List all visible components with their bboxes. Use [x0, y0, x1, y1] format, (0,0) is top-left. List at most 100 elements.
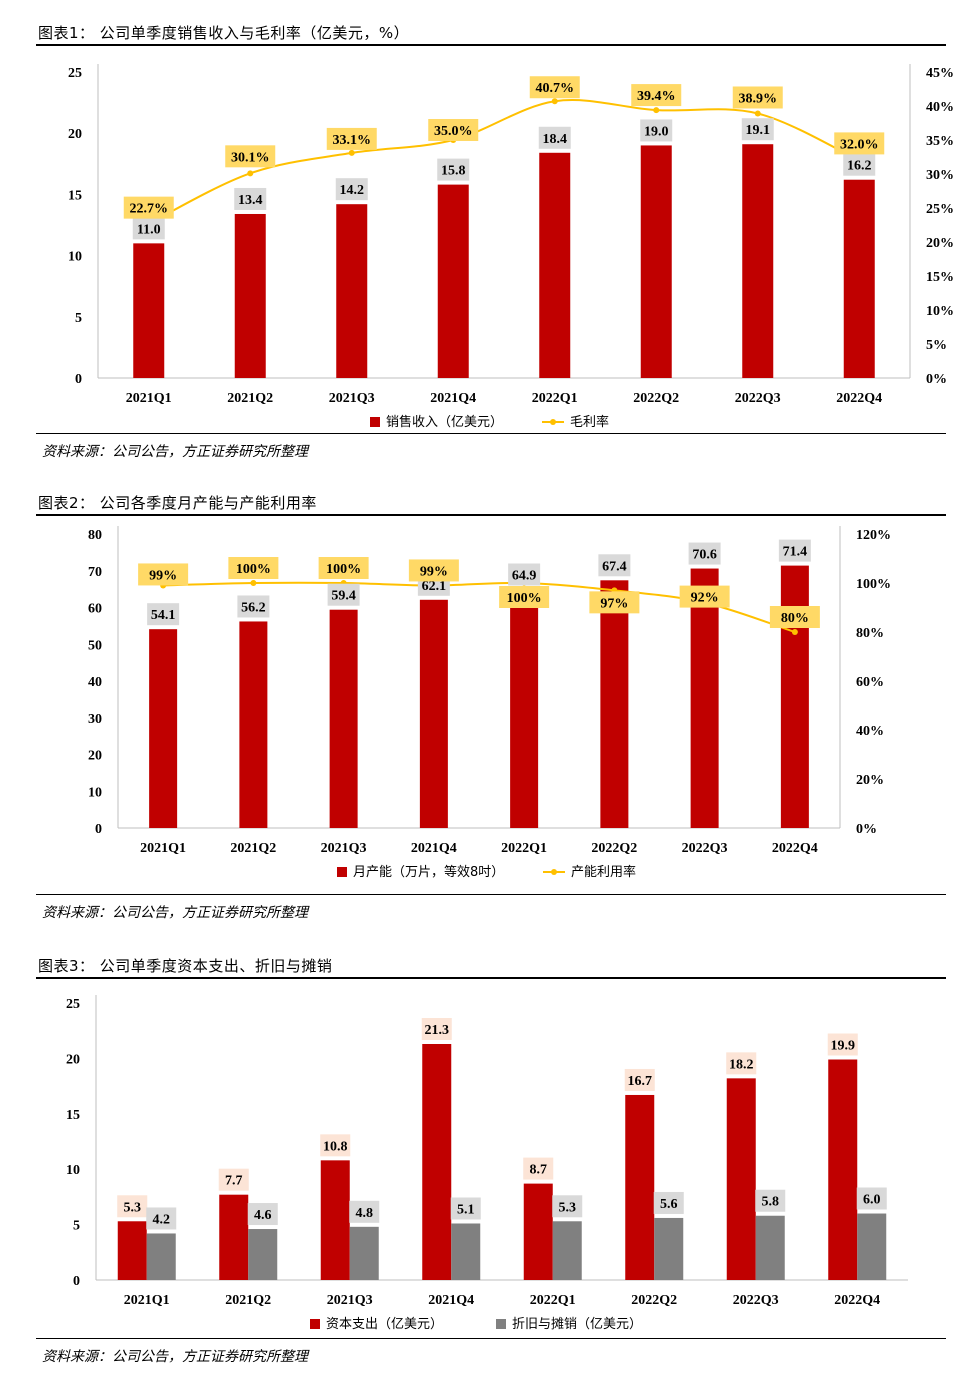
bar-label-bg: [327, 583, 360, 606]
figure2-top-rule: [36, 514, 946, 516]
line-label: 92%: [691, 591, 719, 606]
line-label-bg: [318, 557, 369, 579]
bar-label-da: 5.6: [660, 1197, 678, 1212]
y-left-tick-label: 5: [73, 1219, 80, 1234]
line-point-2021Q3: [348, 149, 355, 156]
legend-swatch-0: [370, 417, 380, 427]
bar-2021Q1: [133, 243, 165, 378]
bar-2022Q1: [510, 589, 539, 828]
bar-label: 67.4: [602, 559, 627, 574]
y-left-tick-label: 20: [88, 749, 102, 764]
legend-swatch-0: [310, 1319, 320, 1329]
bar-label: 11.0: [137, 222, 161, 237]
bar-label-bg: [147, 603, 180, 626]
y-right-tick-label: 0%: [856, 822, 877, 837]
figure2-chart: 0 10 20 30 40 50 60 70 80 0% 20% 40% 60% 80% 100% 120% 2…: [88, 526, 891, 880]
line-label: 35.0%: [434, 124, 473, 139]
line-label-bg: [529, 76, 580, 99]
line-label: 99%: [149, 568, 177, 583]
bar-label-capex: 8.7: [530, 1163, 548, 1178]
line-point-2022Q1: [551, 98, 558, 105]
bar-2021Q1: [149, 629, 178, 828]
line-label-bg: [225, 145, 276, 168]
x-tick-label: 2021Q1: [126, 391, 172, 406]
x-tick-label: 2021Q2: [227, 391, 273, 406]
bar-label-da-bg: [349, 1200, 380, 1223]
x-tick-label: 2022Q2: [633, 391, 679, 406]
line-label-bg: [123, 196, 174, 219]
legend-label-1: 产能利用率: [571, 864, 636, 880]
line-point-2022Q3: [754, 110, 761, 117]
y-right-tick-label: 80%: [856, 626, 884, 641]
bar-label: 14.2: [340, 183, 365, 198]
y-left-tick-label: 0: [73, 1274, 80, 1289]
bar-label-da: 4.8: [356, 1206, 374, 1221]
bar-label-da: 4.2: [153, 1212, 171, 1227]
y-left-tick-label: 60: [88, 602, 102, 617]
bar-label-capex-bg: [726, 1052, 757, 1075]
y-right-tick-label: 40%: [926, 100, 954, 115]
x-tick-label: 2021Q3: [327, 1293, 373, 1308]
bar-label-da-bg: [653, 1191, 684, 1214]
bar-label-capex-bg: [320, 1134, 351, 1157]
bar-da-2022Q1: [552, 1221, 582, 1280]
line-label: 40.7%: [536, 81, 575, 96]
bar-label-bg: [234, 187, 267, 210]
bar-2021Q2: [239, 621, 268, 828]
bar-capex-2021Q4: [422, 1043, 452, 1280]
bar-label-bg: [508, 563, 541, 586]
y-right-tick-label: 35%: [926, 134, 954, 149]
bar-2022Q2: [600, 580, 629, 828]
figure2-bottom-rule: [36, 894, 946, 895]
line-label-bg: [499, 586, 550, 608]
x-tick-label: 2021Q1: [124, 1293, 170, 1308]
legend-swatch-1: [496, 1319, 506, 1329]
bar-label-bg: [538, 126, 571, 149]
figure2-source: 资料来源：公司公告，方正证券研究所整理: [42, 905, 308, 921]
y-left-tick-label: 0: [95, 822, 102, 837]
legend-swatch-0: [337, 867, 347, 877]
bar-label: 13.4: [238, 193, 263, 208]
y-left-tick-label: 30: [88, 712, 102, 727]
bar-label-bg: [437, 158, 470, 181]
y-left-tick-label: 0: [75, 372, 82, 387]
figure1-title: 图表1： 公司单季度销售收入与毛利率（亿美元，%）: [38, 24, 410, 42]
bar-label: 59.4: [331, 589, 356, 604]
line-label: 30.1%: [231, 150, 270, 165]
line-point-2022Q4: [791, 629, 798, 635]
line-point-2022Q2: [653, 107, 660, 114]
x-tick-label: 2022Q1: [530, 1293, 576, 1308]
bar-label-bg: [843, 153, 876, 176]
line-label: 97%: [600, 596, 628, 611]
x-tick-label: 2022Q2: [631, 1293, 677, 1308]
line-point-2021Q2: [250, 580, 257, 586]
legend-label-1: 毛利率: [570, 414, 609, 430]
bar-label-da-bg: [755, 1189, 786, 1212]
bar-label-da: 5.8: [762, 1195, 780, 1210]
bar-label-bg: [598, 554, 631, 577]
bar-da-2021Q4: [451, 1223, 481, 1280]
bar-label-capex: 10.8: [323, 1139, 348, 1154]
bar-label-da-bg: [146, 1207, 177, 1230]
x-tick-label: 2022Q4: [834, 1293, 880, 1308]
bar-label-da-bg: [450, 1197, 481, 1220]
bar-label-bg: [688, 542, 721, 565]
bar-label-capex-bg: [218, 1168, 249, 1191]
bar-label: 19.1: [746, 123, 771, 138]
bar-label: 54.1: [151, 608, 176, 623]
bar-label-da-bg: [247, 1203, 278, 1226]
y-right-tick-label: 60%: [856, 675, 884, 690]
y-left-tick-label: 25: [68, 66, 82, 81]
bar-capex-2022Q1: [523, 1183, 553, 1280]
bar-capex-2021Q1: [117, 1221, 147, 1280]
bar-label-capex: 7.7: [225, 1174, 243, 1189]
y-right-tick-label: 45%: [926, 66, 954, 81]
line-label-bg: [769, 606, 820, 628]
x-tick-label: 2022Q4: [836, 391, 882, 406]
x-tick-label: 2021Q3: [329, 391, 375, 406]
y-right-tick-label: 15%: [926, 270, 954, 285]
bar-label-capex-bg: [827, 1033, 858, 1056]
x-tick-label: 2022Q1: [532, 391, 578, 406]
bar-2021Q4: [437, 184, 469, 378]
x-tick-label: 2022Q2: [591, 841, 637, 856]
